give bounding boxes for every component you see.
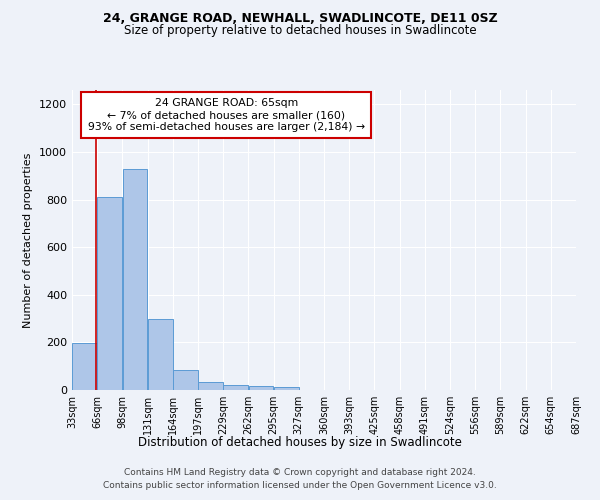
- Text: Size of property relative to detached houses in Swadlincote: Size of property relative to detached ho…: [124, 24, 476, 37]
- Text: 24 GRANGE ROAD: 65sqm
← 7% of detached houses are smaller (160)
93% of semi-deta: 24 GRANGE ROAD: 65sqm ← 7% of detached h…: [88, 98, 365, 132]
- Bar: [248, 386, 274, 390]
- Bar: [97, 197, 122, 390]
- Text: Contains HM Land Registry data © Crown copyright and database right 2024.: Contains HM Land Registry data © Crown c…: [124, 468, 476, 477]
- Text: 24, GRANGE ROAD, NEWHALL, SWADLINCOTE, DE11 0SZ: 24, GRANGE ROAD, NEWHALL, SWADLINCOTE, D…: [103, 12, 497, 26]
- Bar: [148, 318, 173, 390]
- Bar: [122, 168, 148, 390]
- Bar: [198, 382, 223, 390]
- Bar: [223, 385, 248, 390]
- Bar: [173, 370, 198, 390]
- Y-axis label: Number of detached properties: Number of detached properties: [23, 152, 34, 328]
- Bar: [72, 343, 97, 390]
- Text: Distribution of detached houses by size in Swadlincote: Distribution of detached houses by size …: [138, 436, 462, 449]
- Text: Contains public sector information licensed under the Open Government Licence v3: Contains public sector information licen…: [103, 482, 497, 490]
- Bar: [274, 387, 299, 390]
